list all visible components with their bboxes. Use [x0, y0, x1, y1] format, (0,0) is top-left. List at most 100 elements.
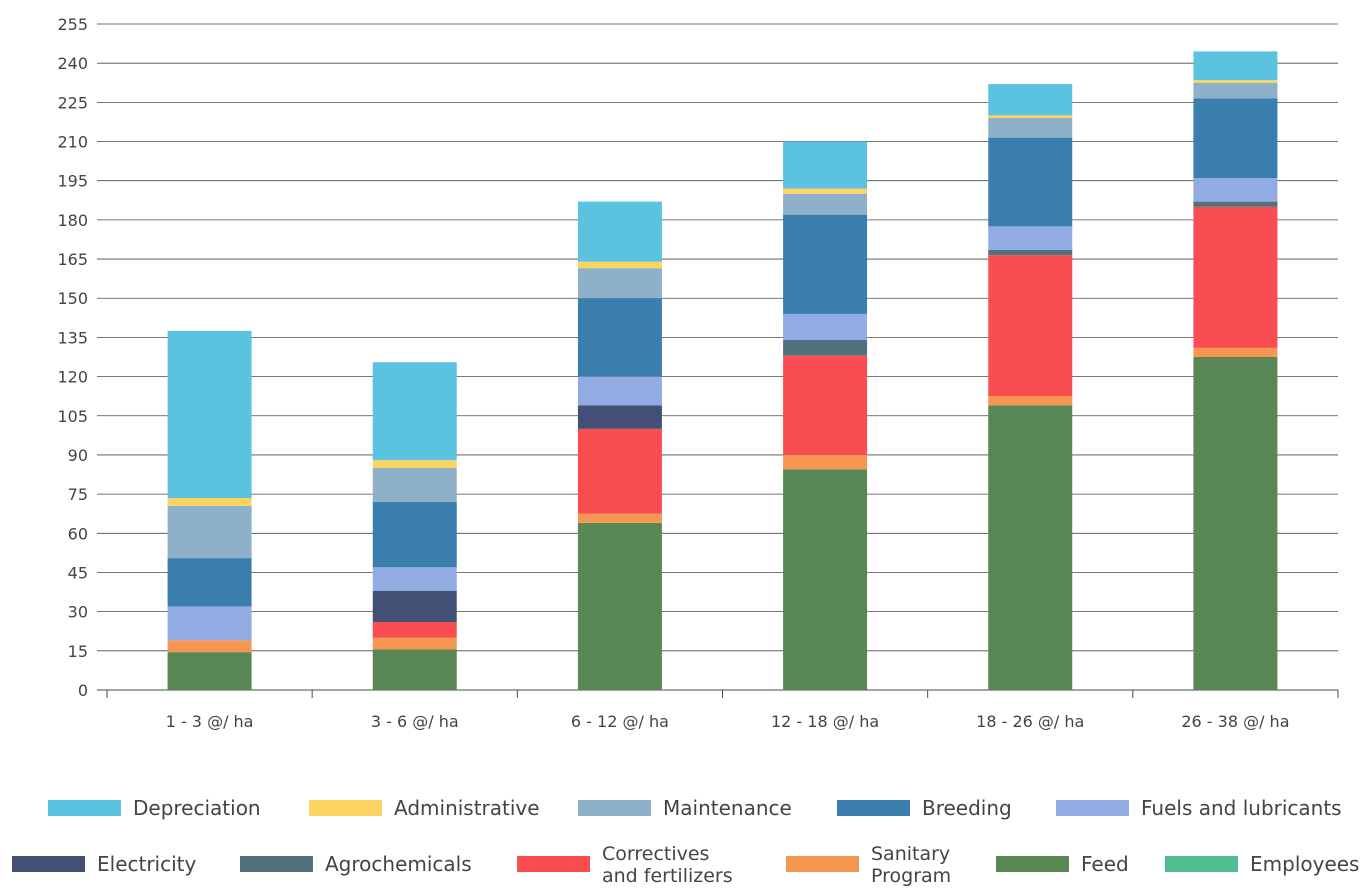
legend-swatch-correctives-and-fertilizers [517, 856, 590, 872]
legend-swatch-fuels-and-lubricants [1056, 800, 1129, 816]
bar-segment-depreciation [577, 201, 662, 262]
legend-label-line: Program [871, 865, 951, 887]
legend-label-sanitary-program: Sanitary Program [871, 843, 951, 887]
bar-segment-maintenance [167, 505, 252, 559]
bar-segment-sanitary-program [988, 396, 1073, 406]
bar-segment-sanitary-program [1193, 347, 1278, 357]
bar-segment-correctives-and-fertilizers [988, 255, 1073, 397]
y-tick-label: 60 [68, 524, 88, 543]
bar-segment-feed [577, 522, 662, 690]
bar-segment-administrative [577, 261, 662, 269]
legend-label-line: Correctives [602, 843, 709, 865]
bar-segment-electricity [372, 590, 457, 623]
legend-swatch-administrative [309, 800, 382, 816]
x-tick-label: 3 - 6 @/ ha [371, 712, 459, 731]
bar-segment-sanitary-program [372, 637, 457, 650]
bar-segment-depreciation [1193, 51, 1278, 81]
y-tick-label: 75 [68, 485, 88, 504]
legend-swatch-agrochemicals [240, 856, 313, 872]
bar-segment-fuels-and-lubricants [988, 226, 1073, 250]
bar-segment-administrative [167, 498, 252, 506]
bar-segment-sanitary-program [783, 454, 868, 470]
legend-swatch-feed [996, 856, 1069, 872]
y-tick-label: 120 [57, 368, 88, 387]
bar-segment-depreciation [372, 362, 457, 461]
legend-label-correctives-and-fertilizers: Correctives and fertilizers [602, 843, 733, 887]
bar-segment-depreciation [783, 141, 868, 189]
x-tick-label: 6 - 12 @/ ha [571, 712, 669, 731]
bar-segment-fuels-and-lubricants [783, 313, 868, 341]
bar-segment-breeding [988, 137, 1073, 227]
bar-segment-correctives-and-fertilizers [577, 428, 662, 514]
y-tick-label: 15 [68, 642, 88, 661]
legend-swatch-sanitary-program [786, 856, 859, 872]
bar-segment-breeding [1193, 98, 1278, 179]
bar-segment-breeding [372, 501, 457, 568]
y-tick-label: 45 [68, 563, 88, 582]
bar-segment-agrochemicals [988, 249, 1073, 256]
bar-segment-fuels-and-lubricants [1193, 178, 1278, 202]
bar-segment-administrative [372, 460, 457, 468]
bar-segment-feed [783, 469, 868, 690]
y-tick-label: 150 [57, 289, 88, 308]
bar-segment-breeding [167, 558, 252, 607]
bar-segment-maintenance [988, 118, 1073, 138]
y-tick-label: 135 [57, 328, 88, 347]
legend-label-feed: Feed [1081, 852, 1129, 876]
legend-swatch-depreciation [48, 800, 121, 816]
bar-segment-administrative [988, 115, 1073, 119]
bar-segment-feed [372, 649, 457, 690]
legend-label-depreciation: Depreciation [133, 796, 261, 820]
y-tick-label: 105 [57, 407, 88, 426]
y-tick-label: 240 [57, 54, 88, 73]
bar-segment-maintenance [372, 468, 457, 502]
y-tick-label: 90 [68, 446, 88, 465]
bar-segment-breeding [783, 214, 868, 314]
bar-segment-fuels-and-lubricants [577, 376, 662, 406]
bar-segment-administrative [1193, 80, 1278, 83]
bar-segment-agrochemicals [783, 340, 868, 356]
bar-segment-fuels-and-lubricants [372, 567, 457, 591]
bar-segment-depreciation [167, 330, 252, 499]
bar-segment-agrochemicals [1193, 201, 1278, 207]
legend-label-line: and fertilizers [602, 865, 733, 887]
bar-segment-maintenance [783, 193, 868, 215]
bar-segment-correctives-and-fertilizers [372, 622, 457, 638]
legend-label-employees: Employees [1250, 852, 1359, 876]
legend-swatch-maintenance [578, 800, 651, 816]
bar-segment-maintenance [1193, 82, 1278, 99]
legend-label-administrative: Administrative [394, 796, 540, 820]
legend-label-fuels-and-lubricants: Fuels and lubricants [1141, 796, 1342, 820]
y-tick-label: 210 [57, 133, 88, 152]
legend-label-electricity: Electricity [97, 852, 197, 876]
legend-swatch-breeding [837, 800, 910, 816]
y-tick-label: 255 [57, 15, 88, 34]
legend-label-maintenance: Maintenance [663, 796, 792, 820]
x-tick-label: 12 - 18 @/ ha [771, 712, 879, 731]
y-tick-label: 165 [57, 250, 88, 269]
bar-segment-administrative [783, 188, 868, 194]
bar-segment-feed [1193, 357, 1278, 690]
bar-segment-maintenance [577, 268, 662, 299]
y-tick-label: 225 [57, 93, 88, 112]
x-tick-label: 1 - 3 @/ ha [166, 712, 254, 731]
bar-segment-correctives-and-fertilizers [783, 355, 868, 455]
y-tick-label: 195 [57, 172, 88, 191]
legend-label-line: Sanitary [871, 843, 950, 865]
x-tick-label: 18 - 26 @/ ha [976, 712, 1084, 731]
bar-segment-fuels-and-lubricants [167, 606, 252, 641]
bar-segment-correctives-and-fertilizers [1193, 206, 1278, 348]
y-tick-label: 0 [78, 681, 88, 700]
legend-label-breeding: Breeding [922, 796, 1012, 820]
legend-swatch-electricity [12, 856, 85, 872]
bar-segment-feed [167, 652, 252, 690]
bar-segment-sanitary-program [167, 640, 252, 653]
x-tick-label: 26 - 38 @/ ha [1181, 712, 1289, 731]
bar-segment-sanitary-program [577, 513, 662, 523]
y-tick-label: 180 [57, 211, 88, 230]
y-tick-label: 30 [68, 603, 88, 622]
bar-segment-feed [988, 405, 1073, 690]
bar-segment-electricity [577, 405, 662, 429]
